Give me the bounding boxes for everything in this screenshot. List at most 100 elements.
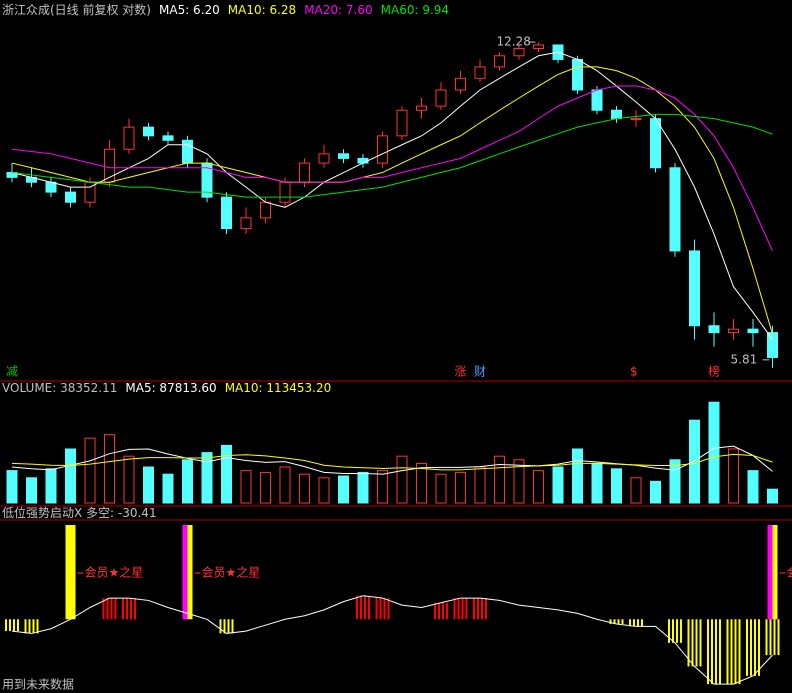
volume-bar bbox=[474, 466, 486, 504]
header-part: MA10: 6.28 bbox=[228, 3, 296, 17]
volume-bar bbox=[6, 470, 18, 504]
volume-ma-line bbox=[11, 453, 773, 471]
volume-bar bbox=[650, 480, 661, 504]
indicator-line bbox=[11, 595, 773, 685]
candle-body bbox=[474, 66, 486, 79]
volume-bar bbox=[338, 475, 349, 504]
star-signal bbox=[65, 525, 76, 620]
price-annotation: 5.81 bbox=[731, 352, 758, 366]
star-signal bbox=[187, 525, 193, 620]
star-label: 会 bbox=[787, 566, 792, 580]
volume-bar bbox=[416, 462, 427, 504]
ma-line bbox=[11, 66, 773, 335]
star-signal bbox=[772, 525, 778, 620]
header-part: MA5: 6.20 bbox=[159, 3, 220, 17]
volume-bar bbox=[708, 401, 720, 504]
volume-bar bbox=[611, 468, 622, 504]
volume-bar bbox=[513, 459, 525, 504]
volume-bar bbox=[221, 444, 232, 504]
volume-bar bbox=[455, 471, 466, 504]
volume-bar bbox=[377, 470, 388, 504]
candle-body bbox=[240, 217, 252, 230]
candle-body bbox=[767, 332, 778, 358]
ma-line bbox=[11, 51, 773, 340]
star-signal bbox=[182, 525, 188, 620]
volume-bar bbox=[630, 477, 642, 504]
star-signal bbox=[767, 525, 773, 620]
candle-body bbox=[650, 118, 661, 169]
volume-bar bbox=[65, 448, 76, 504]
candle-body bbox=[357, 157, 369, 164]
candle-body bbox=[708, 325, 720, 334]
candle-body bbox=[162, 135, 174, 141]
candle-body bbox=[728, 328, 739, 334]
volume-bar bbox=[279, 466, 291, 504]
volume-bar bbox=[591, 462, 603, 504]
candle-body bbox=[279, 181, 291, 203]
volume-bar bbox=[45, 468, 57, 504]
event-marker: $ bbox=[630, 365, 638, 379]
header-part: MA60: 9.94 bbox=[381, 3, 449, 17]
header-part: MA10: 113453.20 bbox=[225, 381, 332, 395]
candle-body bbox=[416, 105, 427, 111]
candle-body bbox=[435, 89, 447, 107]
footnote: 用到未来数据 bbox=[2, 677, 74, 692]
volume-bar bbox=[123, 455, 135, 504]
event-marker: 减 bbox=[6, 365, 18, 379]
candle-body bbox=[299, 162, 310, 183]
price-annotation: 12.28 bbox=[497, 35, 531, 49]
header-part: 浙江众成(日线 前复权 对数) bbox=[2, 2, 151, 17]
volume-bar bbox=[494, 455, 505, 504]
candle-body bbox=[318, 153, 330, 164]
candle-body bbox=[611, 109, 622, 120]
candle-body bbox=[123, 126, 135, 150]
volume-bar bbox=[260, 471, 271, 504]
candle-body bbox=[747, 328, 759, 334]
event-marker: 榜 bbox=[708, 364, 720, 379]
header-part: VOLUME: 38352.11 bbox=[2, 381, 117, 395]
volume-bar bbox=[26, 477, 37, 504]
volume-bar bbox=[162, 473, 174, 504]
volume-bar bbox=[767, 488, 778, 504]
volume-bar bbox=[357, 471, 369, 504]
panel-header: 低位强势启动X 多空: -30.41 bbox=[2, 505, 157, 520]
volume-bar bbox=[572, 448, 583, 504]
volume-bar bbox=[552, 466, 564, 504]
star-label: 会员★之星 bbox=[85, 566, 144, 580]
volume-bar bbox=[435, 473, 447, 504]
volume-bar bbox=[669, 459, 681, 504]
volume-bar bbox=[104, 434, 115, 504]
volume-bar bbox=[240, 470, 252, 504]
candle-body bbox=[494, 55, 505, 68]
candle-body bbox=[572, 58, 583, 91]
header-part: MA5: 87813.60 bbox=[125, 381, 216, 395]
star-label: 会员★之星 bbox=[202, 566, 261, 580]
volume-bar bbox=[689, 419, 700, 504]
candle-body bbox=[338, 153, 349, 159]
volume-bar bbox=[299, 473, 310, 504]
candle-body bbox=[533, 44, 544, 50]
event-marker: 财 bbox=[474, 365, 486, 379]
volume-bar bbox=[201, 452, 213, 504]
volume-bar bbox=[143, 466, 154, 504]
candle-body bbox=[669, 167, 681, 252]
candle-body bbox=[591, 89, 603, 111]
volume-bar bbox=[396, 455, 408, 504]
panel-header: VOLUME: 38352.11 MA5: 87813.60 MA10: 11345… bbox=[2, 381, 331, 395]
volume-bar bbox=[728, 448, 739, 504]
candle-body bbox=[45, 181, 57, 193]
candle-body bbox=[455, 77, 466, 91]
candle-body bbox=[689, 250, 700, 327]
candle-body bbox=[221, 196, 232, 230]
candle-body bbox=[377, 135, 388, 164]
event-marker: 涨 bbox=[455, 364, 467, 379]
volume-bar bbox=[182, 459, 193, 504]
volume-bar bbox=[747, 470, 759, 504]
volume-bar bbox=[318, 477, 330, 504]
candle-body bbox=[182, 139, 193, 164]
ma-line bbox=[11, 113, 773, 198]
volume-ma-line bbox=[11, 445, 773, 475]
candle-body bbox=[143, 126, 154, 137]
